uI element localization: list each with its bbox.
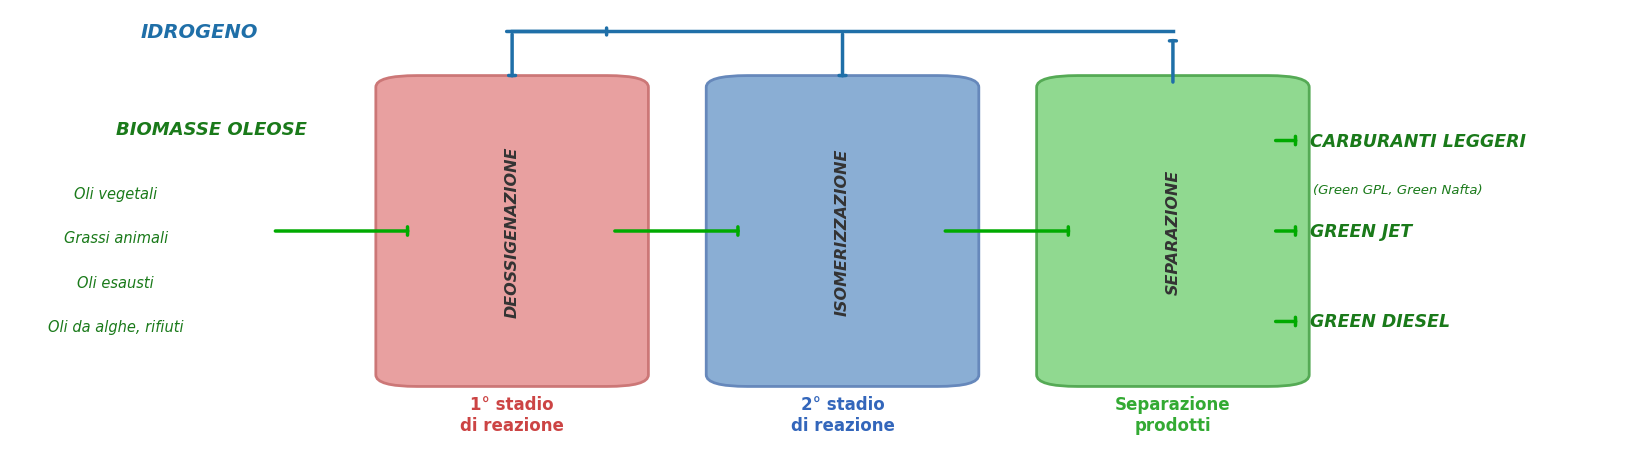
Text: Oli vegetali: Oli vegetali [74, 187, 157, 202]
Text: (Green GPL, Green Nafta): (Green GPL, Green Nafta) [1313, 183, 1483, 196]
Text: DEOSSIGENAZIONE: DEOSSIGENAZIONE [504, 146, 520, 317]
FancyBboxPatch shape [707, 76, 978, 387]
FancyBboxPatch shape [1037, 76, 1310, 387]
Text: Oli da alghe, rifiuti: Oli da alghe, rifiuti [48, 319, 183, 334]
Text: SEPARAZIONE: SEPARAZIONE [1165, 169, 1181, 294]
Text: ISOMERIZZAZIONE: ISOMERIZZAZIONE [834, 148, 851, 315]
Text: Oli esausti: Oli esausti [78, 275, 154, 290]
Text: 1° stadio
di reazione: 1° stadio di reazione [461, 395, 563, 434]
Text: 2° stadio
di reazione: 2° stadio di reazione [791, 395, 894, 434]
Text: IDROGENO: IDROGENO [140, 23, 258, 42]
Text: Separazione
prodotti: Separazione prodotti [1115, 395, 1231, 434]
Text: GREEN JET: GREEN JET [1310, 223, 1412, 240]
Text: GREEN DIESEL: GREEN DIESEL [1310, 313, 1450, 331]
Text: BIOMASSE OLEOSE: BIOMASSE OLEOSE [116, 121, 307, 138]
Text: Grassi animali: Grassi animali [63, 231, 169, 246]
FancyBboxPatch shape [377, 76, 649, 387]
Text: CARBURANTI LEGGERI: CARBURANTI LEGGERI [1310, 132, 1526, 150]
